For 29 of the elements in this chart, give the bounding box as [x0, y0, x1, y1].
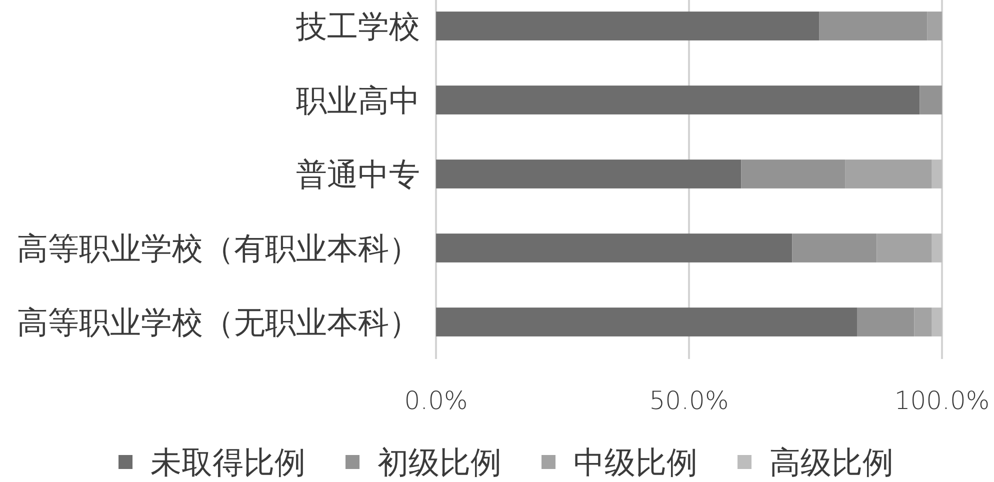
y-tick-label: 普通中专 — [296, 157, 420, 193]
bar — [819, 12, 928, 40]
legend-label: 未取得比例 — [150, 445, 306, 481]
y-tick-label: 职业高中 — [296, 83, 420, 119]
y-tick-label: 高等职业学校（无职业本科） — [17, 305, 420, 341]
x-tick-label: 50.0% — [649, 386, 729, 415]
bar — [436, 86, 920, 114]
bar — [927, 12, 942, 40]
bar — [741, 160, 846, 188]
x-tick-label: 0.0% — [404, 386, 468, 415]
bar — [436, 160, 742, 188]
bar — [856, 308, 914, 336]
y-tick-label: 高等职业学校（有职业本科） — [17, 231, 420, 267]
legend-label: 初级比例 — [378, 445, 502, 481]
bar — [436, 234, 792, 262]
x-tick-label: 100.0% — [894, 386, 990, 415]
bar — [845, 160, 932, 188]
bar — [932, 308, 942, 336]
bar — [876, 234, 932, 262]
bar — [914, 308, 932, 336]
bar — [920, 86, 942, 114]
bar — [436, 308, 857, 336]
y-tick-label: 技工学校 — [295, 9, 420, 45]
bar — [932, 160, 942, 188]
bar — [436, 12, 820, 40]
legend-label: 高级比例 — [770, 445, 894, 481]
bar — [932, 234, 942, 262]
bar — [792, 234, 877, 262]
legend-label: 中级比例 — [574, 445, 698, 481]
